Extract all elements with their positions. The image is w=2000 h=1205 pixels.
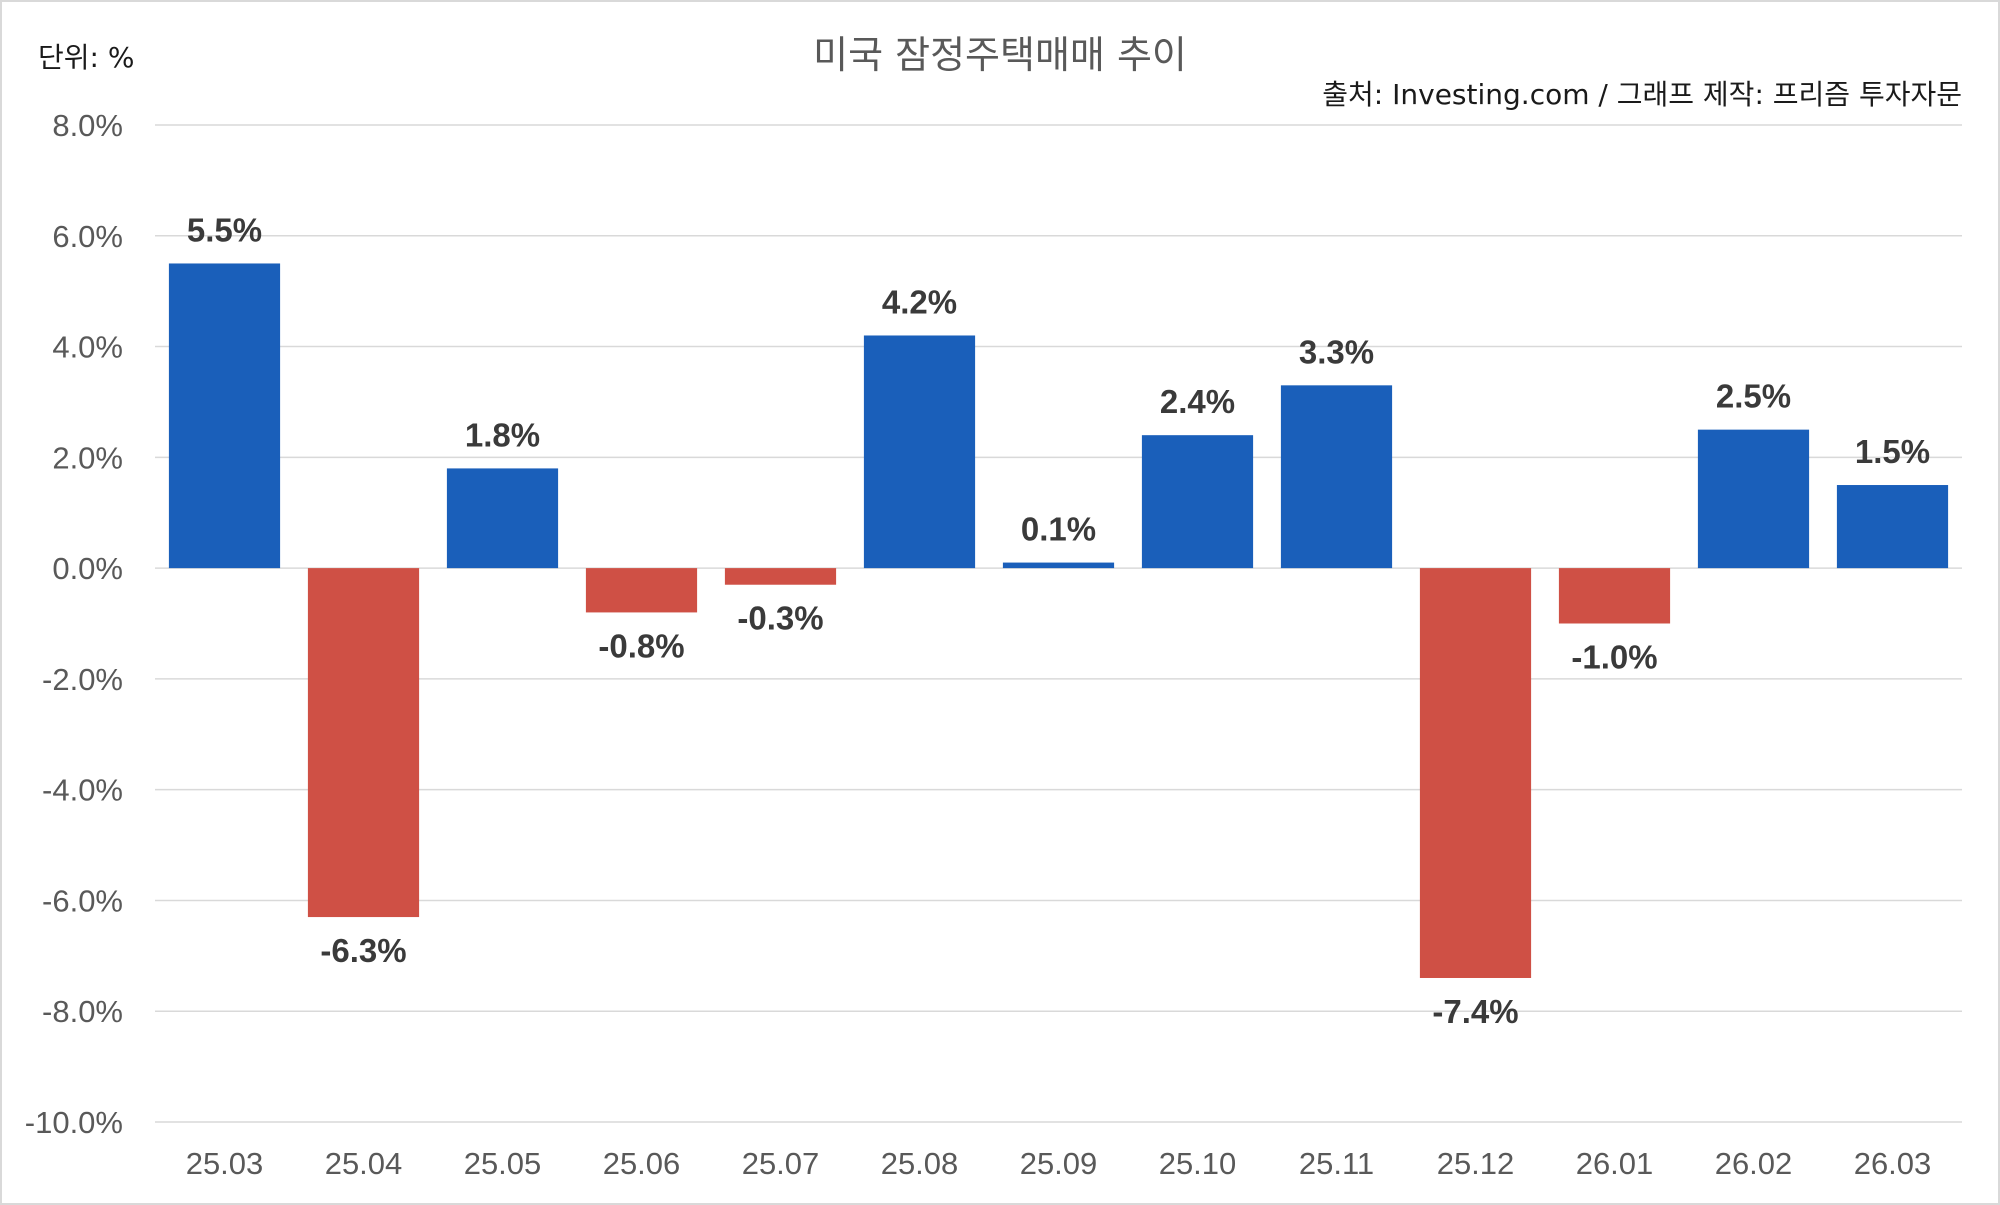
y-tick-label: -6.0%: [42, 883, 123, 918]
data-label-25.09: 0.1%: [1021, 511, 1096, 548]
data-label-25.06: -0.8%: [598, 627, 684, 664]
x-tick-label: 26.01: [1576, 1146, 1654, 1181]
x-tick-label: 25.11: [1299, 1146, 1374, 1181]
data-label-25.08: 4.2%: [882, 283, 957, 320]
unit-note: 단위: %: [38, 41, 134, 74]
data-label-25.12: -7.4%: [1432, 993, 1518, 1030]
y-tick-label: -8.0%: [42, 994, 123, 1029]
bars: [168, 263, 1949, 978]
x-tick-label: 25.03: [186, 1146, 264, 1181]
x-tick-label: 25.06: [603, 1146, 681, 1181]
x-tick-label: 26.03: [1854, 1146, 1932, 1181]
bar-26.01: [1558, 568, 1671, 624]
bar-25.03: [168, 263, 281, 569]
x-tick-label: 25.12: [1437, 1146, 1515, 1181]
data-label-26.01: -1.0%: [1571, 639, 1657, 676]
y-tick-label: -4.0%: [42, 773, 123, 808]
data-label-25.10: 2.4%: [1160, 383, 1235, 420]
x-axis-tick-labels: 25.03 25.04 25.05 25.06 25.07 25.08 25.09 25.10…: [186, 1146, 1932, 1181]
data-label-26.03: 1.5%: [1855, 433, 1930, 470]
data-label-25.05: 1.8%: [465, 416, 540, 453]
data-label-26.02: 2.5%: [1716, 378, 1791, 415]
data-label-25.04: -6.3%: [320, 932, 406, 969]
bar-25.08: [863, 335, 976, 569]
y-tick-label: 6.0%: [52, 219, 123, 254]
data-label-25.07: -0.3%: [737, 600, 823, 637]
x-tick-label: 25.08: [881, 1146, 959, 1181]
y-tick-label: 2.0%: [52, 440, 123, 475]
bar-25.05: [446, 468, 559, 569]
x-tick-label: 25.10: [1159, 1146, 1237, 1181]
bar-25.10: [1141, 435, 1254, 569]
y-tick-label: 8.0%: [52, 108, 123, 143]
bar-25.09: [1002, 562, 1115, 569]
x-tick-label: 25.04: [325, 1146, 403, 1181]
y-tick-label: 4.0%: [52, 330, 123, 365]
y-tick-label: -2.0%: [42, 662, 123, 697]
source-note: 출처: Investing.com / 그래프 제작: 프리즘 투자자문: [1322, 78, 1962, 111]
y-axis-tick-labels: 8.0% 6.0% 4.0% 2.0% 0.0% -2.0% -4.0% -6.0% -8.0%…: [25, 108, 123, 1140]
x-tick-label: 25.07: [742, 1146, 820, 1181]
data-labels: 5.5% -6.3% 1.8% -0.8% -0.3% 4.2% 0.1% 2.4% 3.3% -…: [187, 211, 1930, 1030]
x-tick-label: 26.02: [1715, 1146, 1793, 1181]
y-tick-label: 0.0%: [52, 551, 123, 586]
bar-25.06: [585, 568, 698, 613]
bar-25.12: [1419, 568, 1532, 978]
bar-25.07: [724, 568, 837, 585]
bar-26.02: [1697, 429, 1810, 569]
x-tick-label: 25.05: [464, 1146, 542, 1181]
data-label-25.11: 3.3%: [1299, 333, 1374, 370]
data-label-25.03: 5.5%: [187, 211, 262, 248]
bar-25.11: [1280, 385, 1393, 569]
y-tick-label: -10.0%: [25, 1105, 123, 1140]
bar-25.04: [307, 568, 420, 918]
grid-lines: [155, 124, 1962, 1123]
bar-26.03: [1836, 485, 1949, 569]
chart-title: 미국 잠정주택매매 추이: [813, 33, 1187, 77]
x-tick-label: 25.09: [1020, 1146, 1098, 1181]
